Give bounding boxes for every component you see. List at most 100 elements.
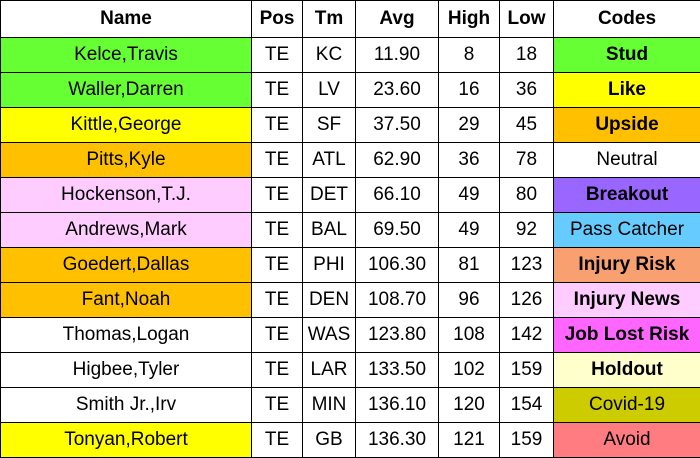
pos-cell: TE xyxy=(252,248,303,283)
name-cell: Goedert,Dallas xyxy=(1,248,252,283)
codes-cell: Stud xyxy=(554,38,700,73)
high-cell: 120 xyxy=(439,388,500,423)
avg-cell: 66.10 xyxy=(356,178,439,213)
header-cell: Avg xyxy=(356,1,439,38)
team-cell: SF xyxy=(303,108,356,143)
pos-cell: TE xyxy=(252,283,303,318)
low-cell: 126 xyxy=(500,283,554,318)
low-cell: 142 xyxy=(500,318,554,353)
codes-cell: Avoid xyxy=(554,423,700,458)
name-cell: Fant,Noah xyxy=(1,283,252,318)
team-cell: BAL xyxy=(303,213,356,248)
high-cell: 102 xyxy=(439,353,500,388)
header-cell: Name xyxy=(1,1,252,38)
high-cell: 49 xyxy=(439,213,500,248)
avg-cell: 123.80 xyxy=(356,318,439,353)
codes-cell: Job Lost Risk xyxy=(554,318,700,353)
avg-cell: 133.50 xyxy=(356,353,439,388)
high-cell: 81 xyxy=(439,248,500,283)
name-cell: Kelce,Travis xyxy=(1,38,252,73)
name-cell: Tonyan,Robert xyxy=(1,423,252,458)
codes-cell: Injury News xyxy=(554,283,700,318)
team-cell: GB xyxy=(303,423,356,458)
pos-cell: TE xyxy=(252,108,303,143)
low-cell: 159 xyxy=(500,423,554,458)
codes-cell: Holdout xyxy=(554,353,700,388)
name-cell: Kittle,George xyxy=(1,108,252,143)
high-cell: 16 xyxy=(439,73,500,108)
pos-cell: TE xyxy=(252,178,303,213)
name-cell: Hockenson,T.J. xyxy=(1,178,252,213)
low-cell: 36 xyxy=(500,73,554,108)
name-cell: Andrews,Mark xyxy=(1,213,252,248)
pos-cell: TE xyxy=(252,318,303,353)
avg-cell: 108.70 xyxy=(356,283,439,318)
pos-cell: TE xyxy=(252,388,303,423)
header-cell: Tm xyxy=(303,1,356,38)
low-cell: 123 xyxy=(500,248,554,283)
codes-cell: Upside xyxy=(554,108,700,143)
avg-cell: 37.50 xyxy=(356,108,439,143)
header-cell: Codes xyxy=(554,1,700,38)
team-cell: LAR xyxy=(303,353,356,388)
avg-cell: 23.60 xyxy=(356,73,439,108)
codes-cell: Injury Risk xyxy=(554,248,700,283)
header-cell: Pos xyxy=(252,1,303,38)
pos-cell: TE xyxy=(252,143,303,178)
high-cell: 96 xyxy=(439,283,500,318)
low-cell: 80 xyxy=(500,178,554,213)
codes-cell: Pass Catcher xyxy=(554,213,700,248)
pos-cell: TE xyxy=(252,38,303,73)
codes-cell: Neutral xyxy=(554,143,700,178)
codes-cell: Breakout xyxy=(554,178,700,213)
name-cell: Smith Jr.,Irv xyxy=(1,388,252,423)
low-cell: 78 xyxy=(500,143,554,178)
name-cell: Higbee,Tyler xyxy=(1,353,252,388)
team-cell: PHI xyxy=(303,248,356,283)
pos-cell: TE xyxy=(252,213,303,248)
codes-cell: Covid-19 xyxy=(554,388,700,423)
high-cell: 8 xyxy=(439,38,500,73)
pos-cell: TE xyxy=(252,353,303,388)
avg-cell: 69.50 xyxy=(356,213,439,248)
high-cell: 29 xyxy=(439,108,500,143)
avg-cell: 62.90 xyxy=(356,143,439,178)
team-cell: LV xyxy=(303,73,356,108)
team-cell: KC xyxy=(303,38,356,73)
team-cell: DEN xyxy=(303,283,356,318)
header-cell: High xyxy=(439,1,500,38)
name-cell: Pitts,Kyle xyxy=(1,143,252,178)
avg-cell: 11.90 xyxy=(356,38,439,73)
avg-cell: 106.30 xyxy=(356,248,439,283)
high-cell: 121 xyxy=(439,423,500,458)
avg-cell: 136.10 xyxy=(356,388,439,423)
avg-cell: 136.30 xyxy=(356,423,439,458)
name-cell: Thomas,Logan xyxy=(1,318,252,353)
low-cell: 159 xyxy=(500,353,554,388)
team-cell: MIN xyxy=(303,388,356,423)
codes-cell: Like xyxy=(554,73,700,108)
name-cell: Waller,Darren xyxy=(1,73,252,108)
high-cell: 36 xyxy=(439,143,500,178)
header-cell: Low xyxy=(500,1,554,38)
low-cell: 92 xyxy=(500,213,554,248)
team-cell: DET xyxy=(303,178,356,213)
high-cell: 49 xyxy=(439,178,500,213)
team-cell: ATL xyxy=(303,143,356,178)
pos-cell: TE xyxy=(252,73,303,108)
low-cell: 18 xyxy=(500,38,554,73)
